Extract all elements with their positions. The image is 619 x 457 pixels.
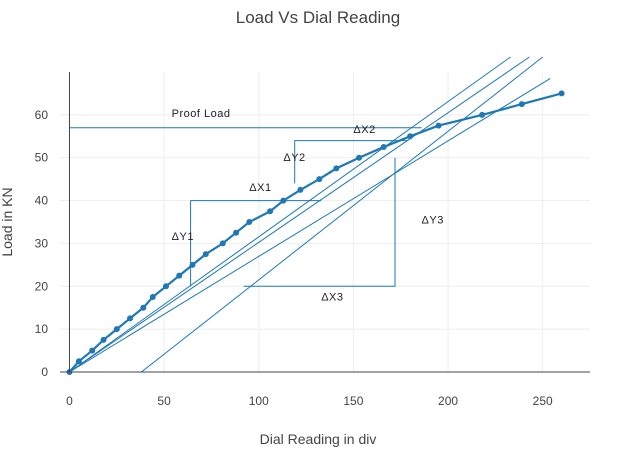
data-point xyxy=(149,294,156,300)
annotation-label: ΔY3 xyxy=(422,215,444,227)
data-point xyxy=(140,304,147,311)
construction-line xyxy=(141,56,544,372)
data-point xyxy=(407,133,414,140)
annotation-label: Proof Load xyxy=(172,108,231,120)
data-point xyxy=(558,90,565,97)
data-point xyxy=(163,283,169,290)
x-tick-label: 200 xyxy=(438,394,458,408)
data-point xyxy=(189,261,196,268)
y-tick-label: 20 xyxy=(35,279,49,293)
y-tick-label: 50 xyxy=(35,151,49,165)
data-point xyxy=(267,208,274,215)
data-point xyxy=(280,197,287,204)
series-line xyxy=(68,92,562,373)
data-point xyxy=(333,165,340,172)
data-point xyxy=(316,176,323,183)
construction-line xyxy=(69,77,551,372)
axes: 0 50 100 150 200 250 0 10 20 30 40 50 60 xyxy=(35,72,590,408)
y-tick-label: 30 xyxy=(35,236,49,250)
y-axis-title: Load in KN xyxy=(0,187,15,256)
construction-line xyxy=(69,56,511,372)
data-point xyxy=(297,186,304,193)
annotation-label: ΔY2 xyxy=(283,152,305,164)
data-point xyxy=(75,358,82,365)
x-tick-label: 100 xyxy=(249,394,269,408)
construction-line xyxy=(69,56,530,372)
data-point xyxy=(127,315,134,322)
construction-lines xyxy=(69,56,551,372)
y-tick-label: 60 xyxy=(35,108,49,122)
y-tick-label: 40 xyxy=(35,194,49,208)
data-point xyxy=(246,219,253,225)
data-point xyxy=(219,240,226,247)
x-tick-label: 150 xyxy=(343,394,363,408)
construction-line xyxy=(294,140,409,184)
construction-line xyxy=(190,200,322,287)
annotation-label: ΔY1 xyxy=(172,231,194,243)
data-point xyxy=(380,144,387,150)
data-point xyxy=(233,229,240,236)
data-point xyxy=(89,347,96,354)
data-point xyxy=(356,154,363,161)
annotation-label: ΔX3 xyxy=(321,291,343,303)
construction-line xyxy=(243,157,396,287)
x-tick-label: 250 xyxy=(533,394,553,408)
annotation-label: ΔX1 xyxy=(249,182,271,194)
annotations: Proof Load ΔX1 ΔY1 ΔX2 ΔY2 ΔY3 ΔX3 xyxy=(172,108,444,303)
data-point xyxy=(100,336,107,343)
data-point xyxy=(518,101,525,108)
y-tick-label: 10 xyxy=(35,322,49,336)
data-point xyxy=(176,272,183,279)
data-point xyxy=(479,111,486,118)
data-series xyxy=(66,90,565,375)
y-tick-label: 0 xyxy=(41,365,48,379)
grid xyxy=(60,72,590,372)
data-point xyxy=(113,326,120,333)
annotation-label: ΔX2 xyxy=(353,124,375,136)
chart-title: Load Vs Dial Reading xyxy=(236,8,400,27)
x-tick-label: 50 xyxy=(157,394,171,408)
x-axis-title: Dial Reading in div xyxy=(260,431,377,447)
x-tick-label: 0 xyxy=(66,394,73,408)
data-point xyxy=(202,251,209,258)
data-point xyxy=(435,122,442,129)
